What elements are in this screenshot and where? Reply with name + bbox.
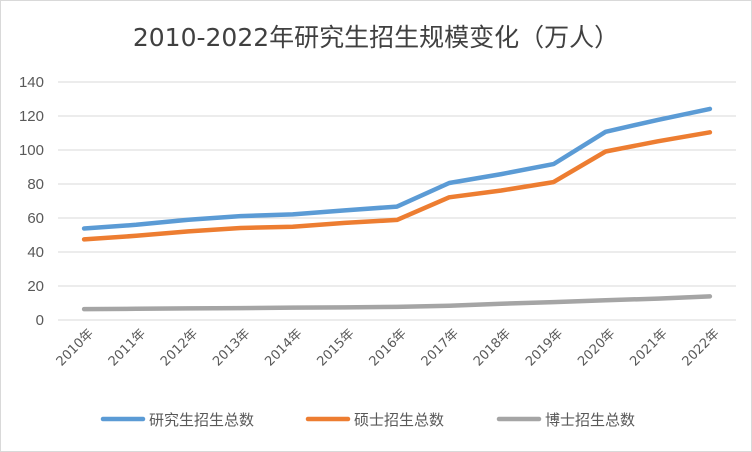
x-tick-label: 2011年 [106, 326, 149, 369]
x-tick-label: 2019年 [523, 326, 566, 369]
x-axis-ticks: 2010年 2011年 2012年 2013年 2014年 2015年 2016年 2017年… [54, 326, 723, 369]
y-tick-label: 120 [19, 108, 44, 125]
x-tick-label: 2015年 [314, 326, 357, 369]
y-tick-label: 60 [27, 210, 44, 227]
x-tick-label: 2018年 [471, 326, 514, 369]
series-lines [81, 106, 713, 312]
legend-label: 硕士招生总数 [354, 411, 444, 429]
series-line [81, 294, 713, 312]
series-line [81, 106, 713, 231]
x-tick-label: 2012年 [158, 326, 201, 369]
y-axis-ticks: 0 20 40 60 80 100 120 140 [19, 74, 44, 329]
y-tick-label: 140 [19, 74, 44, 91]
x-tick-label: 2014年 [262, 326, 305, 369]
x-tick-label: 2013年 [210, 326, 253, 369]
y-tick-label: 40 [27, 244, 44, 261]
y-tick-label: 20 [27, 278, 44, 295]
x-tick-label: 2021年 [627, 326, 670, 369]
gridlines [58, 81, 736, 321]
x-tick-label: 2016年 [367, 326, 410, 369]
x-tick-label: 2017年 [419, 326, 462, 369]
legend-label: 博士招生总数 [545, 411, 635, 429]
x-tick-label: 2022年 [680, 326, 723, 369]
series-line [81, 130, 713, 242]
chart-title: 2010-2022年研究生招生规模变化（万人） [132, 23, 620, 52]
legend: 研究生招生总数 硕士招生总数 博士招生总数 [100, 411, 635, 429]
y-tick-label: 100 [19, 142, 44, 159]
legend-label: 研究生招生总数 [149, 411, 254, 429]
x-tick-label: 2010年 [54, 326, 97, 369]
y-tick-label: 0 [36, 312, 44, 329]
y-tick-label: 80 [27, 176, 44, 193]
x-tick-label: 2020年 [575, 326, 618, 369]
